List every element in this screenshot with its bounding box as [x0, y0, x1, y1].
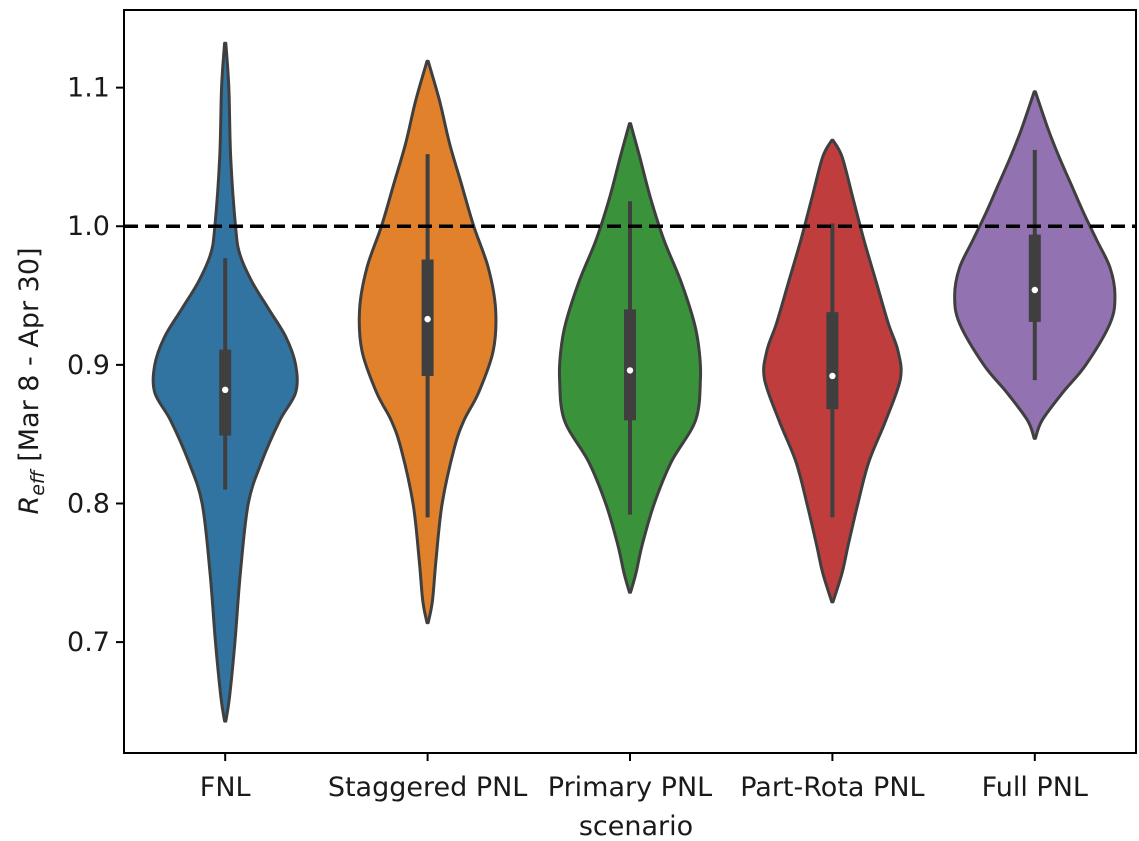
x-tick-label: Full PNL: [982, 772, 1088, 803]
x-axis-label: scenario: [579, 811, 693, 841]
iqr-box-part-rota-pnl: [826, 312, 839, 410]
violin-staggered-pnl: [357, 59, 498, 625]
x-tick-label: Part-Rota PNL: [740, 772, 924, 803]
violin-fnl: [151, 41, 299, 723]
iqr-box-primary-pnl: [624, 309, 636, 421]
y-axis-label-rest: [Mar 8 - Apr 30]: [14, 247, 45, 470]
median-dot-staggered-pnl: [424, 315, 431, 323]
y-axis-label-subscript: eff: [27, 468, 49, 496]
y-tick-label: 1.1: [67, 73, 110, 104]
y-axis-label: Reff [Mar 8 - Apr 30]: [14, 247, 49, 514]
y-tick-label: 0.7: [67, 627, 110, 658]
violin-part-rota-pnl: [762, 138, 903, 604]
median-dot-full-pnl: [1031, 286, 1039, 294]
y-tick-label: 1.0: [67, 211, 110, 242]
x-tick-label: Staggered PNL: [328, 772, 528, 803]
y-axis: 0.7 0.8 0.9 1.0 1.1: [67, 73, 124, 658]
x-tick-label: FNL: [200, 772, 251, 803]
violin-full-pnl: [953, 90, 1117, 440]
y-axis-label-main: R: [14, 496, 45, 515]
y-tick-label: 0.9: [67, 350, 110, 381]
violins-layer: [151, 41, 1117, 723]
median-dot-primary-pnl: [626, 367, 634, 374]
median-dot-fnl: [222, 386, 229, 394]
iqr-box-full-pnl: [1028, 234, 1041, 322]
x-axis: FNL Staggered PNL Primary PNL Part-Rota PNL…: [200, 753, 1088, 803]
median-dot-part-rota-pnl: [829, 372, 836, 380]
violin-primary-pnl: [557, 122, 703, 594]
y-tick-label: 0.8: [67, 488, 110, 519]
x-tick-label: Primary PNL: [548, 772, 712, 803]
